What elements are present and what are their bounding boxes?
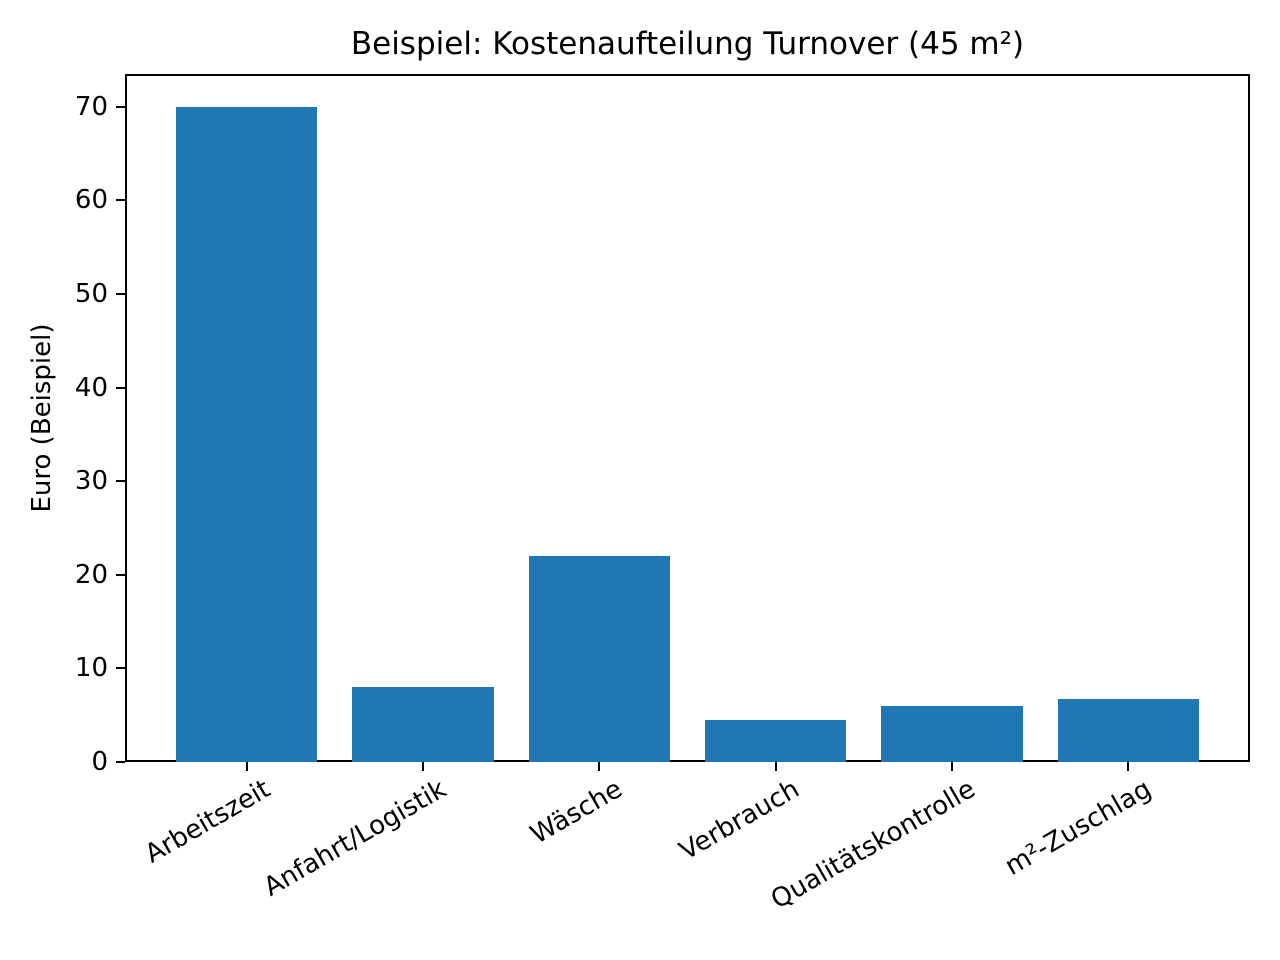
x-tick-mark — [774, 762, 777, 771]
chart-title: Beispiel: Kostenaufteilung Turnover (45 … — [350, 26, 1025, 62]
bar — [705, 719, 847, 762]
y-tick-label: 20 — [74, 559, 108, 590]
y-tick-label: 40 — [74, 372, 108, 403]
y-tick-mark — [116, 199, 125, 202]
y-tick-mark — [116, 386, 125, 389]
bar — [352, 687, 494, 762]
y-tick-mark — [116, 667, 125, 670]
y-tick-mark — [116, 761, 125, 763]
y-tick-label: 50 — [74, 278, 108, 309]
y-tick-label: 30 — [74, 466, 108, 497]
bar — [881, 705, 1023, 762]
x-tick-mark — [1127, 762, 1130, 771]
x-tick-label: Arbeitszeit — [139, 774, 276, 870]
y-tick-mark — [116, 292, 125, 295]
y-tick-mark — [116, 105, 125, 108]
y-tick-label: 70 — [74, 91, 108, 122]
y-tick-label: 0 — [91, 747, 108, 777]
bar — [528, 556, 670, 762]
x-tick-mark — [245, 762, 248, 771]
x-tick-mark — [422, 762, 424, 771]
y-tick-label: 60 — [74, 185, 108, 216]
x-tick-mark — [950, 762, 953, 771]
x-tick-mark — [598, 762, 601, 771]
bar — [176, 106, 318, 762]
y-tick-label: 10 — [74, 653, 108, 684]
y-tick-mark — [116, 573, 125, 576]
y-tick-mark — [116, 480, 125, 483]
bar — [1057, 698, 1199, 762]
